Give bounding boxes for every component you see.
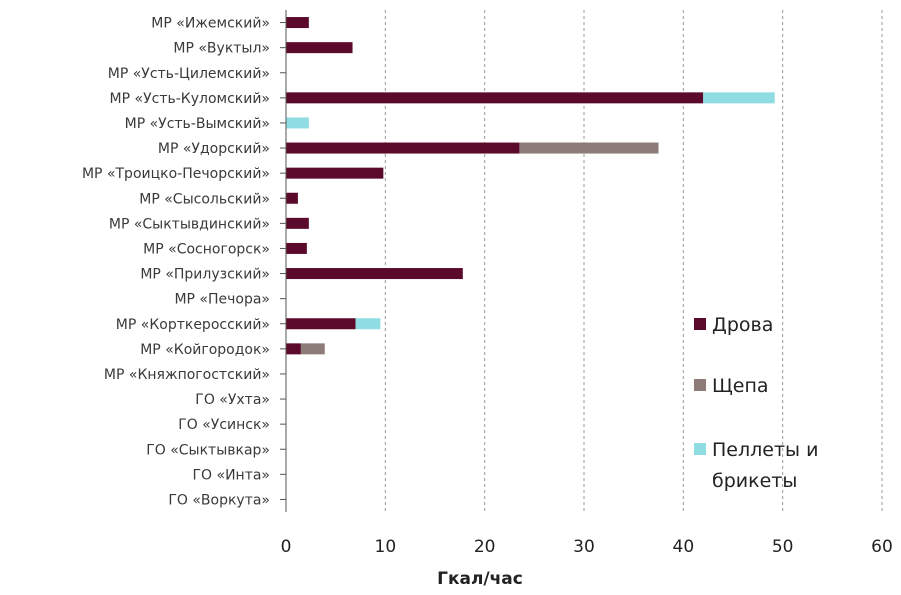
category-label: МР «Сысольский» bbox=[139, 191, 270, 207]
x-tick-label: 60 bbox=[871, 537, 893, 557]
bar-segment bbox=[286, 242, 307, 254]
category-label: ГО «Ухта» bbox=[195, 392, 270, 408]
bar-segment bbox=[286, 167, 384, 179]
category-label: МР «Усть-Куломский» bbox=[110, 91, 270, 107]
category-label: ГО «Усинск» bbox=[178, 417, 270, 433]
x-tick-label: 30 bbox=[573, 537, 595, 557]
x-tick-label: 10 bbox=[375, 537, 397, 557]
bar-segment bbox=[286, 117, 309, 129]
x-axis-title: Гкал/час bbox=[437, 569, 523, 589]
gridlines bbox=[384, 10, 883, 512]
category-label: ГО «Инта» bbox=[193, 467, 271, 483]
x-tick-label: 50 bbox=[772, 537, 794, 557]
bar-segment bbox=[286, 268, 463, 280]
legend-label-pellety-line1: Пеллеты и bbox=[712, 439, 818, 461]
x-tick-label: 40 bbox=[673, 537, 695, 557]
category-label: МР «Сосногорск» bbox=[143, 241, 270, 257]
category-label: МР «Ижемский» bbox=[151, 16, 270, 32]
bar-segment bbox=[300, 343, 325, 355]
bar-segment bbox=[286, 42, 353, 54]
category-label: МР «Печора» bbox=[174, 292, 270, 308]
bar-segment bbox=[286, 192, 298, 204]
category-label: ГО «Воркута» bbox=[168, 492, 270, 508]
category-labels: МР «Ижемский» МР «Вуктыл» МР «Усть-Цилемск… bbox=[82, 16, 286, 508]
bar-segment bbox=[519, 142, 659, 154]
category-label: МР «Княжпогостский» bbox=[104, 367, 270, 383]
legend-label-pellety-line2: брикеты bbox=[712, 470, 797, 492]
bar-segment bbox=[286, 142, 520, 154]
x-tick-labels: 0 10 20 30 40 50 60 bbox=[281, 537, 893, 557]
x-tick-label: 20 bbox=[474, 537, 496, 557]
category-label: МР «Сыктывдинский» bbox=[109, 216, 270, 232]
category-label: МР «Койгородок» bbox=[140, 342, 270, 358]
legend: Дрова Щепа Пеллеты и брикеты bbox=[694, 314, 818, 492]
legend-swatch-pellety bbox=[694, 443, 706, 455]
legend-swatch-shchepa bbox=[694, 379, 706, 391]
legend-label-shchepa: Щепа bbox=[712, 375, 769, 397]
category-label: МР «Вуктыл» bbox=[173, 41, 270, 57]
category-label: ГО «Сыктывкар» bbox=[146, 442, 270, 458]
category-label: МР «Усть-Цилемский» bbox=[108, 66, 270, 82]
bar-segment bbox=[286, 343, 301, 355]
bars bbox=[286, 17, 775, 355]
category-label: МР «Усть-Вымский» bbox=[125, 116, 270, 132]
category-label: МР «Корткеросский» bbox=[116, 317, 270, 333]
legend-label-drova: Дрова bbox=[712, 314, 773, 336]
bar-segment bbox=[703, 92, 775, 104]
x-tick-label: 0 bbox=[281, 537, 292, 557]
bar-segment bbox=[286, 217, 309, 229]
category-label: МР «Прилузский» bbox=[140, 267, 270, 283]
legend-swatch-drova bbox=[694, 318, 706, 330]
bar-segment bbox=[355, 318, 381, 330]
bar-segment bbox=[286, 318, 356, 330]
bar-segment bbox=[286, 17, 309, 29]
bar-segment bbox=[286, 92, 704, 104]
category-label: МР «Удорский» bbox=[158, 141, 270, 157]
category-label: МР «Троицко-Печорский» bbox=[82, 166, 270, 182]
